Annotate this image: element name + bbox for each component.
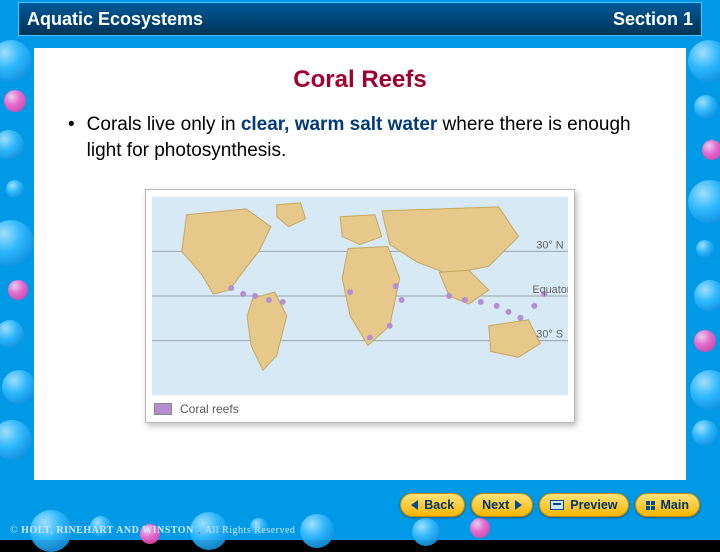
copyright-brand: HOLT, RINEHART AND WINSTON [21, 525, 194, 536]
legend-swatch [154, 403, 172, 415]
next-label: Next [482, 498, 509, 512]
main-button[interactable]: Main [635, 493, 700, 517]
bullet-dot: • [68, 112, 75, 163]
grid-icon [646, 501, 655, 510]
section-number: Section 1 [613, 9, 693, 30]
svg-text:Equator: Equator [532, 284, 568, 296]
arrow-right-icon [515, 500, 522, 510]
world-map: 30° N Equator 30° S [152, 196, 568, 396]
svg-text:30° N: 30° N [536, 240, 563, 252]
preview-icon [550, 500, 564, 510]
back-label: Back [424, 498, 454, 512]
copyright: © HOLT, RINEHART AND WINSTON,All Rights … [10, 525, 295, 536]
slide-title: Coral Reefs [60, 66, 660, 94]
world-map-card: 30° N Equator 30° S Coral reefs [145, 189, 575, 423]
bullet-item: • Corals live only in clear, warm salt w… [60, 112, 660, 163]
nav-bar: Back Next Preview Main [0, 490, 720, 520]
map-legend: Coral reefs [152, 396, 568, 418]
preview-button[interactable]: Preview [539, 493, 628, 517]
svg-text:30° S: 30° S [536, 329, 563, 341]
bullet-lead: Corals live only in [87, 114, 241, 135]
content-panel: Coral Reefs • Corals live only in clear,… [34, 48, 686, 480]
chapter-title: Aquatic Ecosystems [27, 9, 203, 30]
header-bar: Aquatic Ecosystems Section 1 [18, 2, 702, 36]
bullet-text: Corals live only in clear, warm salt wat… [87, 112, 652, 163]
legend-label: Coral reefs [180, 402, 239, 416]
main-label: Main [661, 498, 689, 512]
next-button[interactable]: Next [471, 493, 533, 517]
bullet-emphasis: clear, warm salt water [241, 114, 437, 135]
copyright-tail: All Rights Reserved [205, 525, 296, 536]
back-button[interactable]: Back [400, 493, 465, 517]
preview-label: Preview [570, 498, 617, 512]
arrow-left-icon [411, 500, 418, 510]
